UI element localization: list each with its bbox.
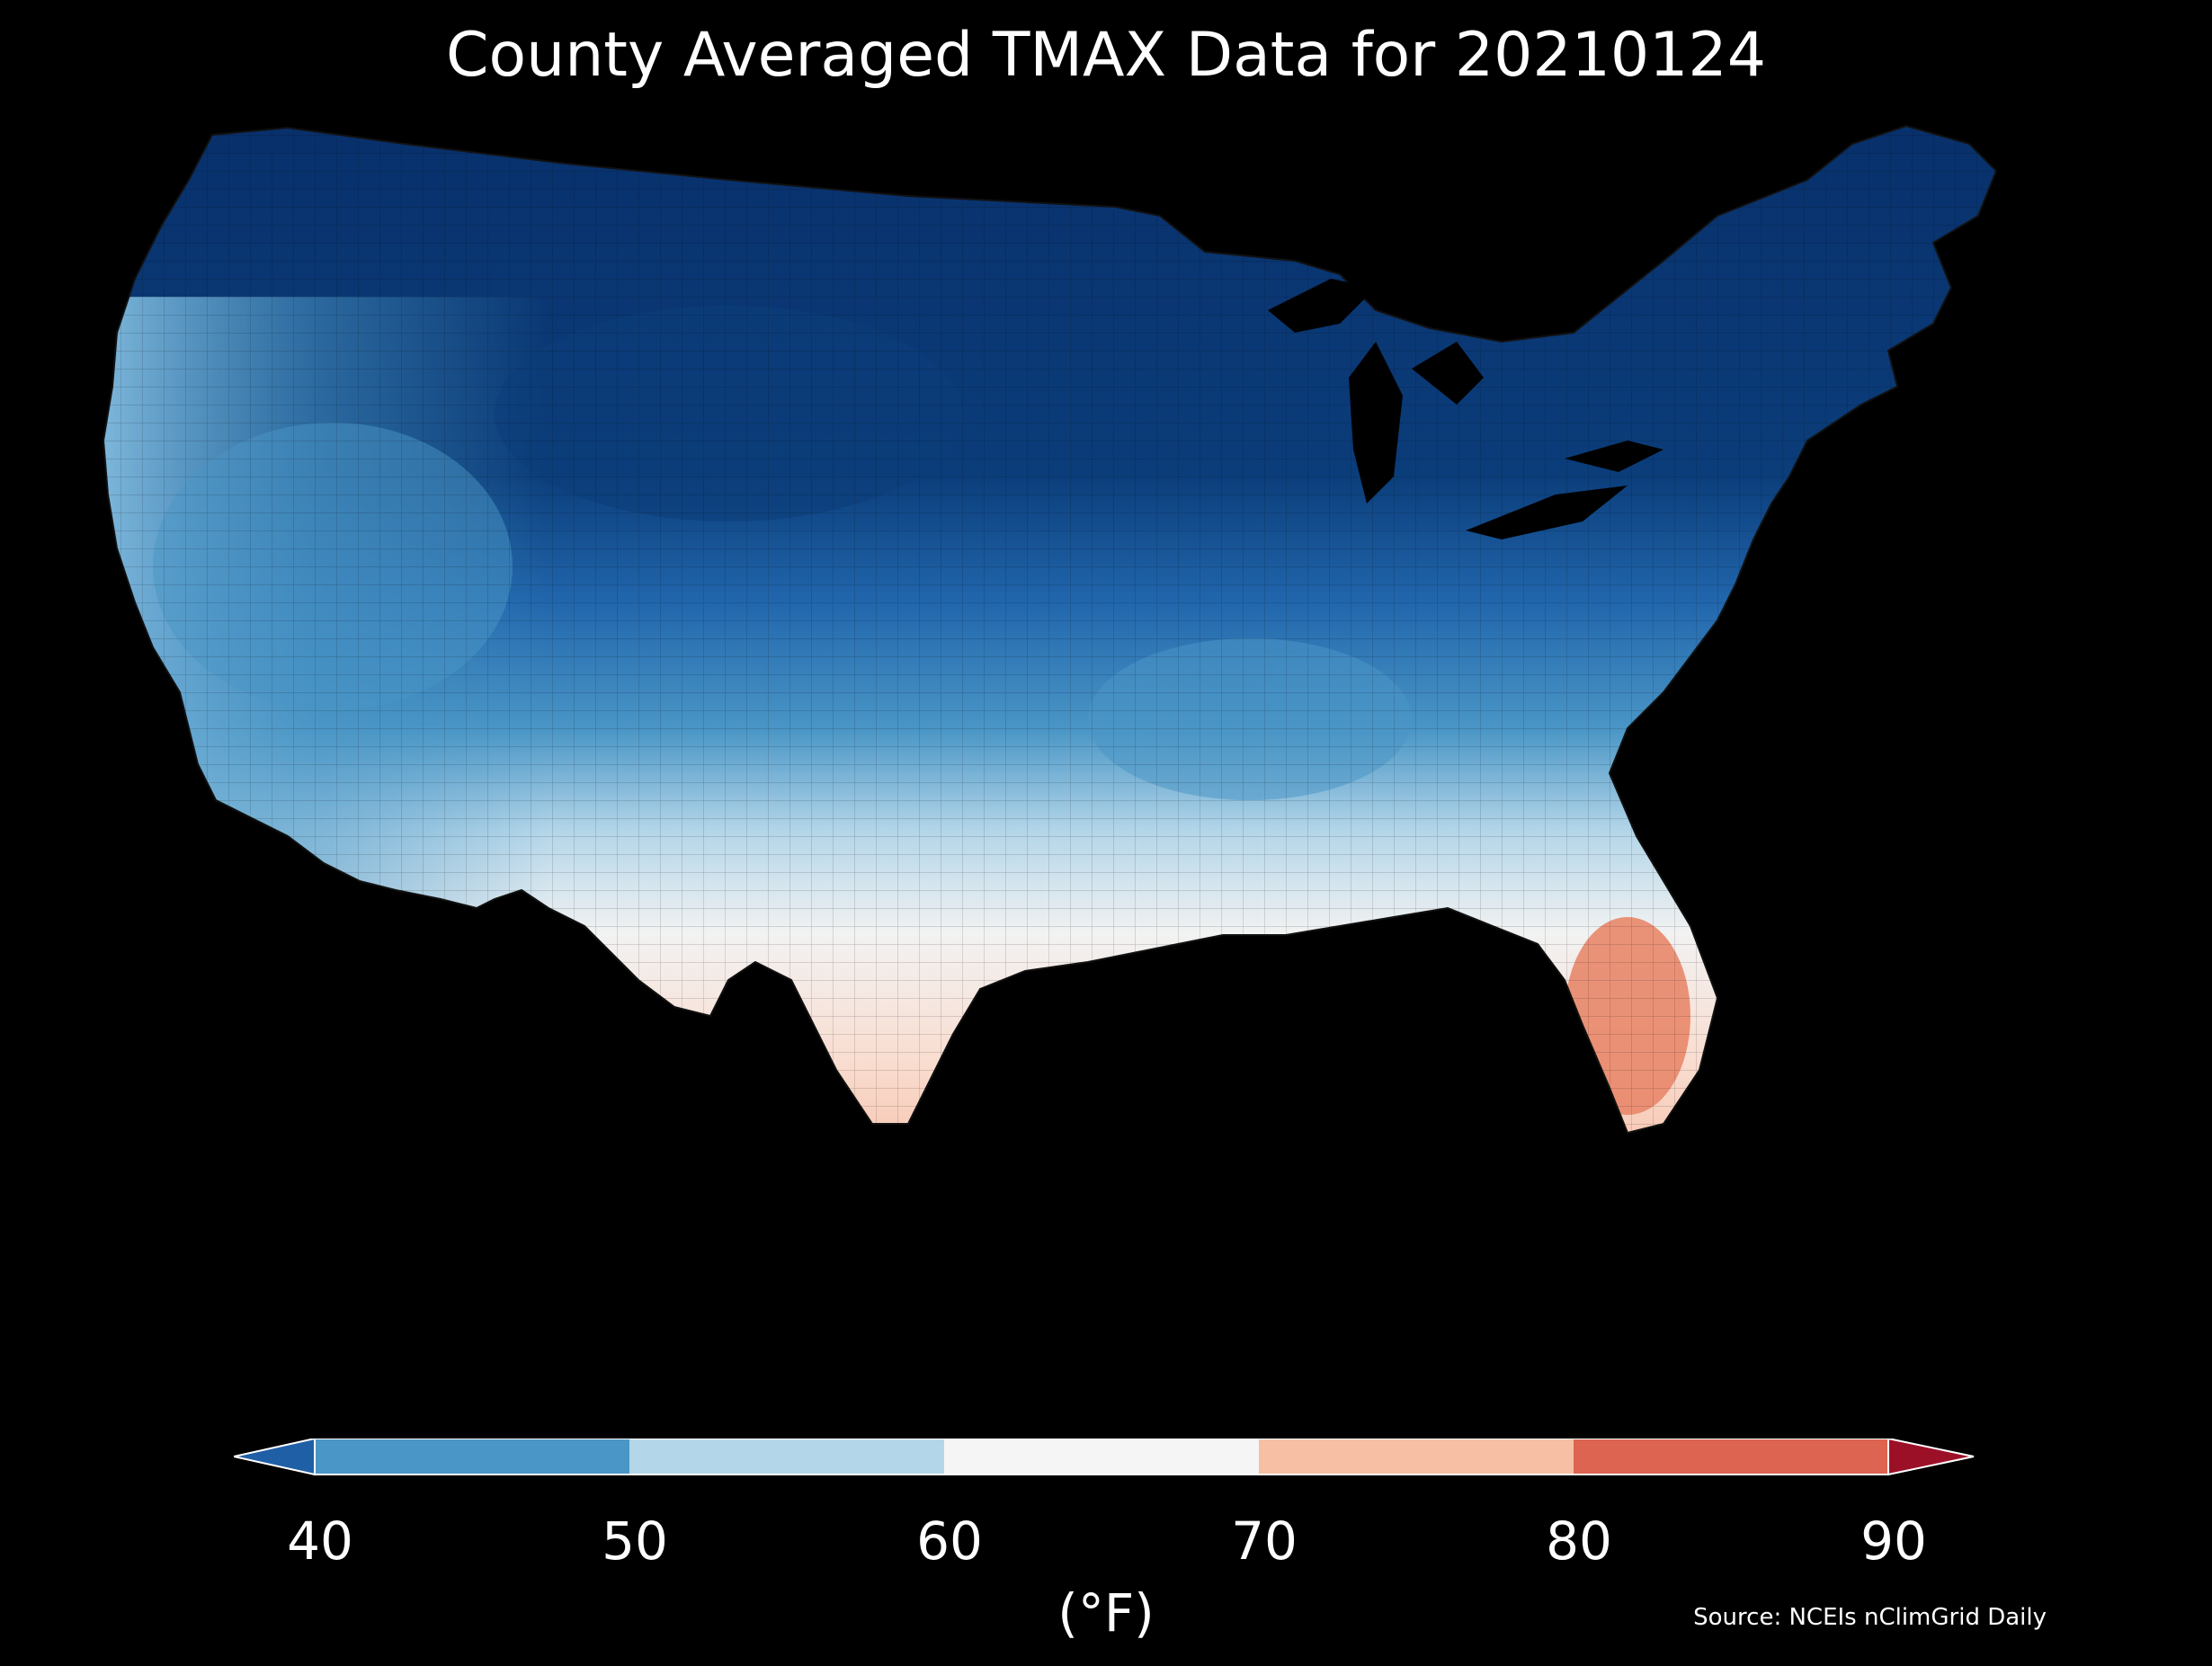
colorbar-bin-70-80	[1259, 1439, 1574, 1474]
colorbar	[234, 1439, 1975, 1476]
source-credit: Source: NCEIs nClimGrid Daily	[1693, 1604, 2047, 1631]
colorbar-unit-label: (°F)	[1057, 1582, 1155, 1644]
colorbar-tick-60: 60	[916, 1510, 983, 1572]
colorbar-bin-80-90	[1574, 1439, 1888, 1474]
us-county-map	[103, 125, 1997, 1134]
colorbar-tick-40: 40	[287, 1510, 353, 1572]
colorbar-tick-70: 70	[1231, 1510, 1298, 1572]
colorbar-tick-50: 50	[602, 1510, 668, 1572]
colorbar-under-arrow	[234, 1439, 316, 1476]
colorbar-bin-60-70	[944, 1439, 1259, 1474]
colorbar-tick-80: 80	[1546, 1510, 1612, 1572]
map-title: County Averaged TMAX Data for 20210124	[446, 20, 1766, 91]
colorbar-tick-90: 90	[1860, 1510, 1927, 1572]
colorbar-bin-40-50	[315, 1439, 629, 1474]
colorbar-bin-50-60	[629, 1439, 944, 1474]
colorbar-over-arrow	[1887, 1439, 1975, 1476]
